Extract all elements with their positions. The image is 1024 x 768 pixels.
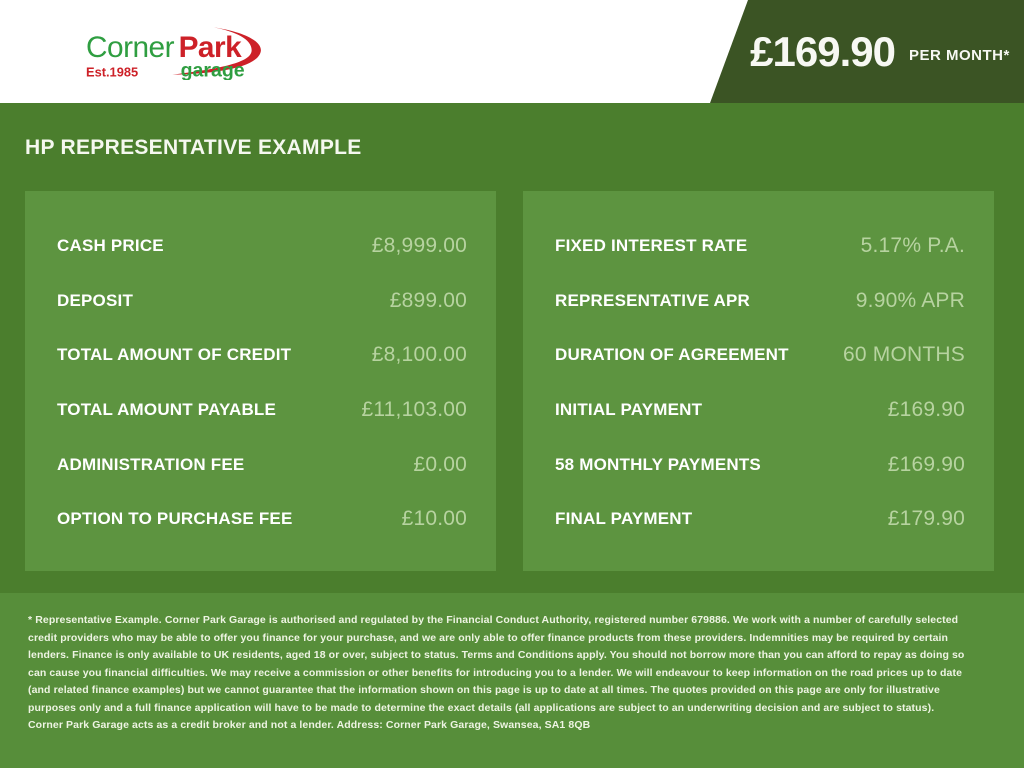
- finance-row-value: £179.90: [887, 507, 965, 531]
- finance-row-value: 5.17% P.A.: [860, 234, 965, 258]
- finance-row-label: TOTAL AMOUNT PAYABLE: [57, 400, 277, 420]
- monthly-price-period: PER MONTH*: [908, 47, 1010, 64]
- monthly-price-amount: £169.90: [750, 27, 896, 75]
- page-header: Corner Park garage Est.1985 £169.90 PER …: [0, 0, 1024, 103]
- finance-row-representative-apr: REPRESENTATIVE APR 9.90% APR: [555, 274, 965, 329]
- finance-row-value: £169.90: [887, 452, 965, 476]
- logo-text-park: Park: [179, 31, 243, 64]
- logo-text-established: Est.1985: [86, 65, 138, 80]
- finance-row-value: £11,103.00: [361, 398, 467, 422]
- finance-row-fixed-interest-rate: FIXED INTEREST RATE 5.17% P.A.: [555, 219, 965, 274]
- monthly-price-badge: £169.90 PER MONTH*: [710, 0, 1024, 103]
- logo-text-garage: garage: [181, 60, 245, 80]
- finance-row-duration: DURATION OF AGREEMENT 60 MONTHS: [555, 328, 965, 383]
- finance-row-total-payable: TOTAL AMOUNT PAYABLE £11,103.00: [57, 383, 467, 438]
- finance-row-admin-fee: ADMINISTRATION FEE £0.00: [57, 437, 467, 492]
- finance-row-label: OPTION TO PURCHASE FEE: [57, 509, 293, 529]
- logo-swoosh-icon: [172, 27, 261, 75]
- finance-row-monthly-payments: 58 MONTHLY PAYMENTS £169.90: [555, 437, 965, 492]
- finance-row-value: £8,100.00: [371, 343, 467, 367]
- finance-row-initial-payment: INITIAL PAYMENT £169.90: [555, 383, 965, 438]
- finance-row-label: INITIAL PAYMENT: [555, 400, 703, 420]
- finance-row-value: £899.00: [389, 288, 467, 312]
- finance-row-label: ADMINISTRATION FEE: [57, 454, 245, 474]
- finance-panel-amounts: CASH PRICE £8,999.00 DEPOSIT £899.00 TOT…: [25, 191, 496, 571]
- finance-example-section: HP REPRESENTATIVE EXAMPLE CASH PRICE £8,…: [0, 103, 1024, 593]
- finance-row-label: FIXED INTEREST RATE: [555, 236, 748, 256]
- finance-row-final-payment: FINAL PAYMENT £179.90: [555, 492, 965, 547]
- representative-example-disclaimer: * Representative Example. Corner Park Ga…: [28, 614, 965, 731]
- finance-row-label: CASH PRICE: [57, 236, 164, 256]
- finance-row-label: TOTAL AMOUNT OF CREDIT: [57, 345, 292, 365]
- finance-row-value: £169.90: [887, 398, 965, 422]
- finance-row-option-to-purchase-fee: OPTION TO PURCHASE FEE £10.00: [57, 492, 467, 547]
- finance-row-value: £0.00: [413, 452, 467, 476]
- finance-row-label: FINAL PAYMENT: [555, 509, 693, 529]
- finance-row-total-credit: TOTAL AMOUNT OF CREDIT £8,100.00: [57, 328, 467, 383]
- finance-row-cash-price: CASH PRICE £8,999.00: [57, 219, 467, 274]
- corner-park-garage-logo: Corner Park garage Est.1985: [86, 27, 261, 80]
- finance-row-deposit: DEPOSIT £899.00: [57, 274, 467, 329]
- disclaimer-footer: * Representative Example. Corner Park Ga…: [0, 593, 1024, 768]
- finance-panels: CASH PRICE £8,999.00 DEPOSIT £899.00 TOT…: [25, 191, 994, 571]
- finance-row-label: 58 MONTHLY PAYMENTS: [555, 454, 761, 474]
- finance-row-label: DURATION OF AGREEMENT: [555, 345, 789, 365]
- finance-panel-terms: FIXED INTEREST RATE 5.17% P.A. REPRESENT…: [523, 191, 994, 571]
- finance-row-value: £8,999.00: [371, 234, 467, 258]
- finance-row-label: DEPOSIT: [57, 290, 134, 310]
- finance-row-value: 9.90% APR: [855, 288, 965, 312]
- page-title: HP REPRESENTATIVE EXAMPLE: [25, 136, 362, 159]
- finance-row-value: 60 MONTHS: [843, 343, 965, 367]
- finance-row-label: REPRESENTATIVE APR: [555, 290, 751, 310]
- logo-text-corner: Corner: [86, 31, 175, 64]
- finance-row-value: £10.00: [401, 507, 467, 531]
